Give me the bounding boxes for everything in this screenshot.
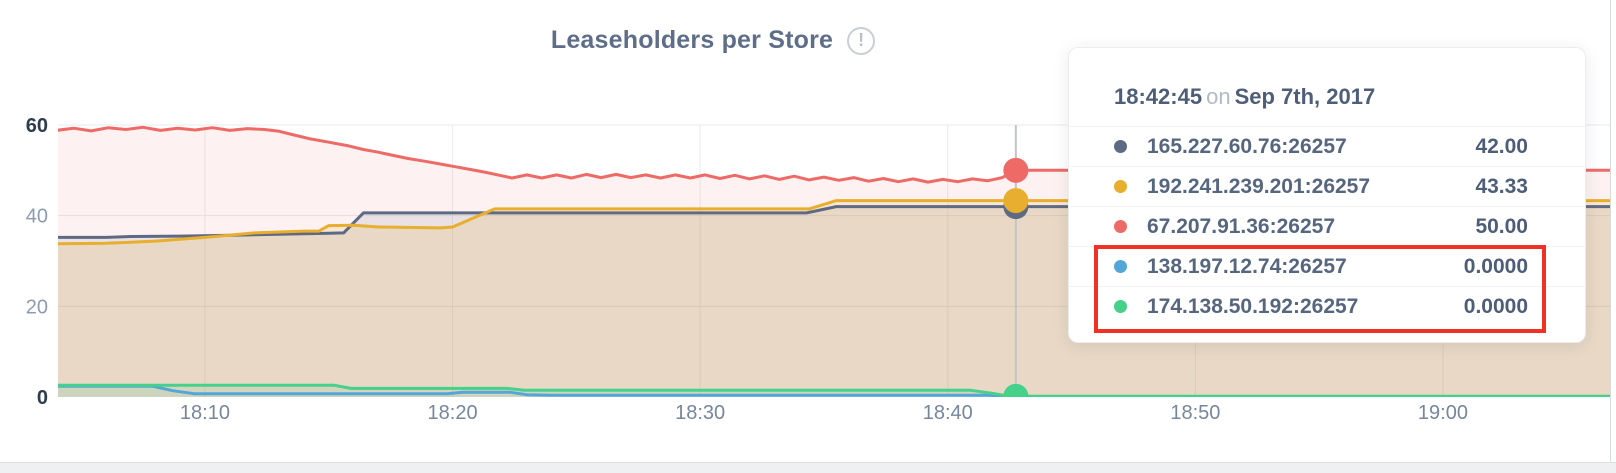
- x-axis-label: 18:50: [1170, 402, 1220, 424]
- page-title: Leaseholders per Store: [550, 26, 834, 54]
- tooltip-row: 67.207.91.36:26257 50.00: [1069, 206, 1585, 246]
- x-axis-label: 18:40: [923, 402, 973, 424]
- x-axis-label: 19:00: [1418, 402, 1468, 424]
- y-axis-label: 0: [37, 387, 48, 409]
- tooltip-row: 165.227.60.76:26257 42.00: [1069, 126, 1585, 166]
- tooltip-header: 18:42:45 on Sep 7th, 2017: [1114, 80, 1528, 124]
- series-color-dot: [1114, 220, 1127, 233]
- series-color-dot: [1114, 140, 1127, 153]
- tooltip-date: Sep 7th, 2017: [1234, 84, 1376, 109]
- y-axis-label: 20: [26, 296, 48, 318]
- x-axis-label: 18:30: [675, 402, 725, 424]
- tooltip-time: 18:42:45: [1114, 84, 1203, 109]
- series-color-dot: [1114, 300, 1127, 313]
- x-axis-label: 18:10: [180, 402, 230, 424]
- tooltip-row: 192.241.239.201:26257 43.33: [1069, 166, 1585, 206]
- tooltip-row: 174.138.50.192:26257 0.0000: [1069, 286, 1585, 326]
- hover-dot: [1003, 383, 1029, 397]
- hover-dot: [1003, 188, 1029, 214]
- series-line: [58, 125, 1610, 184]
- series-line: [58, 199, 1610, 246]
- series-ip: 67.207.91.36:26257: [1147, 214, 1336, 238]
- info-icon[interactable]: !: [847, 26, 876, 55]
- hover-dot: [1003, 157, 1029, 183]
- series-value: 0.0000: [1463, 294, 1528, 318]
- x-axis-label: 18:20: [428, 402, 478, 424]
- hover-tooltip: 18:42:45 on Sep 7th, 2017 165.227.60.76:26…: [1068, 47, 1586, 343]
- series-ip: 165.227.60.76:26257: [1147, 134, 1347, 158]
- series-line: [58, 205, 1610, 239]
- series-color-dot: [1114, 260, 1127, 273]
- tooltip-row: 138.197.12.74:26257 0.0000: [1069, 246, 1585, 286]
- page-bottom-bar: [0, 462, 1616, 473]
- series-value: 50.00: [1475, 214, 1528, 238]
- annotation-highlight-box: [1094, 245, 1546, 333]
- panel-right-border: [1610, 0, 1611, 462]
- exclamation-glyph: !: [858, 30, 865, 50]
- series-value: 0.0000: [1463, 254, 1528, 278]
- series-ip: 174.138.50.192:26257: [1147, 294, 1359, 318]
- chart-header: Leaseholders per Store !: [0, 26, 1426, 55]
- series-color-dot: [1114, 180, 1127, 193]
- y-axis-label: 40: [26, 206, 48, 228]
- y-axis-label: 60: [26, 115, 48, 137]
- series-value: 42.00: [1475, 134, 1528, 158]
- series-ip: 192.241.239.201:26257: [1147, 174, 1371, 198]
- series-ip: 138.197.12.74:26257: [1147, 254, 1347, 278]
- tooltip-connector: on: [1206, 84, 1231, 109]
- series-line: [58, 384, 1610, 397]
- series-value: 43.33: [1475, 174, 1528, 198]
